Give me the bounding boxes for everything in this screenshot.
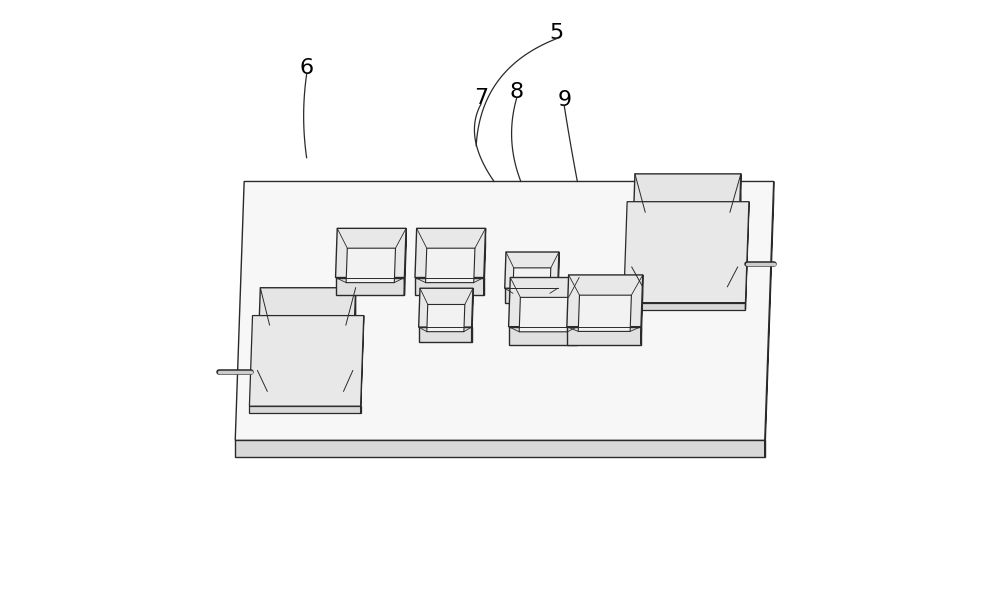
Polygon shape (427, 305, 465, 331)
Polygon shape (336, 277, 404, 295)
Polygon shape (472, 288, 473, 342)
Polygon shape (419, 288, 473, 327)
Polygon shape (419, 327, 472, 342)
Polygon shape (257, 288, 356, 371)
Polygon shape (624, 202, 749, 303)
Polygon shape (558, 252, 559, 303)
Polygon shape (513, 268, 551, 293)
Polygon shape (249, 315, 364, 406)
Text: 5: 5 (549, 23, 564, 43)
Polygon shape (267, 325, 346, 392)
Polygon shape (505, 252, 559, 288)
Polygon shape (632, 267, 738, 306)
Polygon shape (415, 228, 486, 277)
Polygon shape (415, 277, 484, 295)
Polygon shape (632, 174, 741, 267)
Polygon shape (353, 288, 356, 409)
Text: 6: 6 (300, 58, 314, 79)
Polygon shape (505, 288, 558, 303)
Polygon shape (235, 181, 774, 440)
Polygon shape (426, 248, 475, 283)
Polygon shape (361, 315, 364, 413)
Polygon shape (336, 228, 406, 277)
Polygon shape (509, 277, 579, 327)
Polygon shape (404, 228, 406, 295)
Polygon shape (745, 202, 749, 309)
Polygon shape (738, 174, 741, 306)
Polygon shape (484, 228, 486, 295)
Polygon shape (641, 275, 643, 345)
Polygon shape (624, 303, 745, 309)
Polygon shape (257, 371, 353, 409)
Text: 8: 8 (510, 82, 524, 102)
Polygon shape (509, 327, 577, 345)
Polygon shape (235, 440, 765, 457)
Text: 7: 7 (474, 88, 488, 108)
Polygon shape (577, 277, 579, 345)
Polygon shape (765, 181, 774, 457)
Polygon shape (578, 295, 631, 331)
Polygon shape (346, 248, 395, 283)
Polygon shape (249, 406, 361, 413)
Polygon shape (567, 275, 643, 327)
Polygon shape (519, 298, 569, 332)
Text: 9: 9 (557, 90, 571, 110)
Polygon shape (567, 327, 641, 345)
Polygon shape (643, 212, 730, 287)
